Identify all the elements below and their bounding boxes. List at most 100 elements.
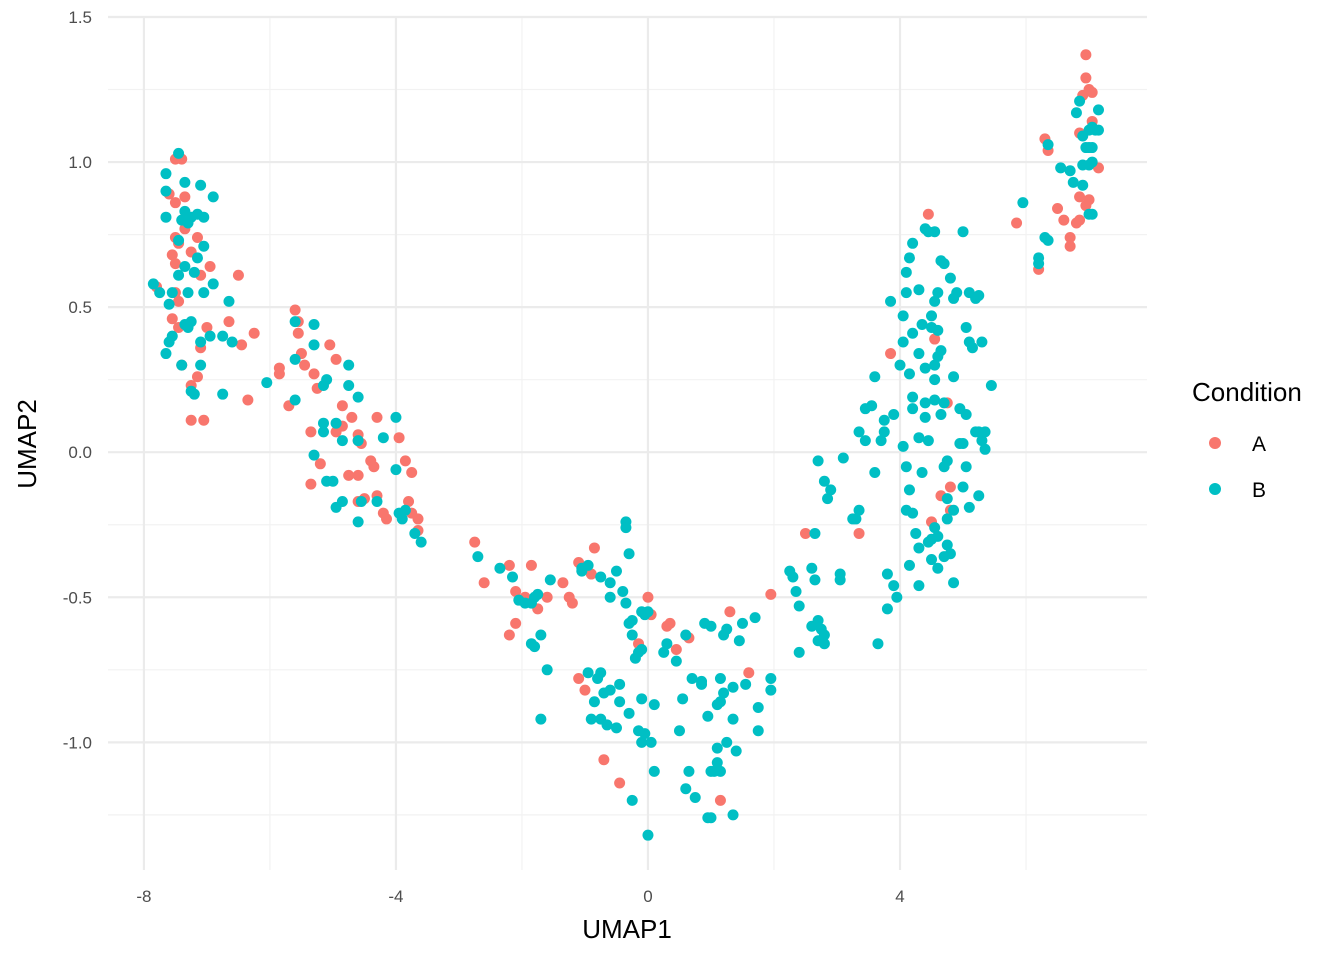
- point-b: [818, 638, 830, 650]
- point-b: [941, 539, 953, 551]
- axis-ticks: -8 -4 0 4 -1.0 -0.5 0.0 0.5 1.0 1.5: [63, 8, 905, 906]
- point-b: [176, 359, 188, 371]
- point-b: [733, 635, 745, 647]
- point-a: [1086, 86, 1098, 98]
- point-b: [308, 339, 320, 351]
- point-b: [957, 438, 969, 449]
- point-b: [680, 629, 692, 641]
- point-a: [1080, 49, 1092, 61]
- point-b: [689, 791, 701, 803]
- point-b: [919, 397, 931, 409]
- point-a: [670, 643, 682, 655]
- point-b: [529, 641, 541, 653]
- point-b: [585, 713, 597, 725]
- point-b: [929, 394, 941, 406]
- point-b: [907, 391, 919, 403]
- point-a: [330, 353, 342, 365]
- point-b: [903, 559, 915, 571]
- point-b: [330, 501, 342, 513]
- point-b: [941, 493, 953, 505]
- point-b: [752, 702, 764, 714]
- point-a: [352, 469, 364, 481]
- x-tick-label: 0: [643, 887, 652, 906]
- point-a: [343, 469, 355, 481]
- point-b: [261, 377, 273, 389]
- point-b: [963, 501, 975, 513]
- point-b: [951, 287, 963, 299]
- point-b: [1067, 176, 1079, 188]
- point-a: [305, 426, 317, 438]
- point-a: [541, 591, 553, 603]
- point-b: [179, 176, 191, 188]
- point-b: [932, 324, 944, 336]
- x-tick-label: 4: [895, 887, 904, 906]
- point-b: [588, 696, 600, 708]
- point-b: [900, 287, 912, 299]
- point-b: [642, 829, 654, 841]
- point-b: [976, 336, 988, 348]
- point-b: [730, 745, 742, 757]
- point-b: [217, 388, 229, 400]
- point-b: [878, 414, 890, 426]
- point-a: [944, 481, 956, 493]
- point-b: [944, 272, 956, 284]
- point-b: [907, 327, 919, 339]
- point-b: [217, 330, 229, 342]
- point-b: [160, 168, 172, 180]
- point-b: [916, 319, 928, 331]
- point-b: [941, 455, 953, 467]
- point-a: [393, 432, 405, 444]
- point-a: [661, 620, 673, 632]
- point-a: [248, 327, 260, 339]
- point-b: [853, 426, 865, 438]
- point-a: [324, 339, 336, 351]
- point-b: [926, 554, 938, 566]
- point-a: [201, 321, 213, 333]
- point-b: [610, 722, 622, 734]
- point-b: [595, 571, 607, 583]
- point-b: [881, 568, 893, 580]
- point-b: [714, 696, 726, 708]
- point-a: [403, 496, 415, 508]
- point-b: [960, 461, 972, 473]
- point-b: [941, 513, 953, 525]
- point-b: [1092, 104, 1104, 116]
- point-b: [960, 408, 972, 420]
- point-b: [787, 571, 799, 583]
- point-a: [198, 414, 210, 426]
- point-b: [198, 211, 210, 223]
- point-b: [207, 191, 219, 203]
- point-b: [1077, 179, 1089, 191]
- point-b: [922, 435, 934, 447]
- point-b: [736, 617, 748, 629]
- point-b: [507, 571, 519, 583]
- point-b: [793, 600, 805, 612]
- point-b: [1083, 124, 1095, 136]
- point-b: [352, 516, 364, 528]
- point-b: [191, 252, 203, 264]
- point-b: [160, 185, 172, 197]
- point-b: [705, 812, 717, 824]
- point-b: [793, 646, 805, 658]
- point-a: [929, 333, 941, 345]
- point-a: [478, 577, 490, 589]
- point-a: [853, 527, 865, 539]
- point-b: [869, 371, 881, 383]
- point-b: [626, 629, 638, 641]
- point-b: [182, 321, 194, 333]
- point-a: [588, 542, 600, 554]
- y-tick-label: 0.5: [68, 298, 92, 317]
- points: [147, 49, 1104, 841]
- point-a: [204, 261, 216, 273]
- point-b: [900, 461, 912, 473]
- point-b: [195, 179, 207, 191]
- point-b: [752, 725, 764, 737]
- point-b: [859, 403, 871, 415]
- point-b: [179, 261, 191, 273]
- point-a: [292, 327, 304, 339]
- point-a: [185, 414, 197, 426]
- point-b: [352, 435, 364, 447]
- point-a: [1058, 214, 1070, 226]
- point-b: [680, 783, 692, 795]
- point-b: [289, 316, 301, 328]
